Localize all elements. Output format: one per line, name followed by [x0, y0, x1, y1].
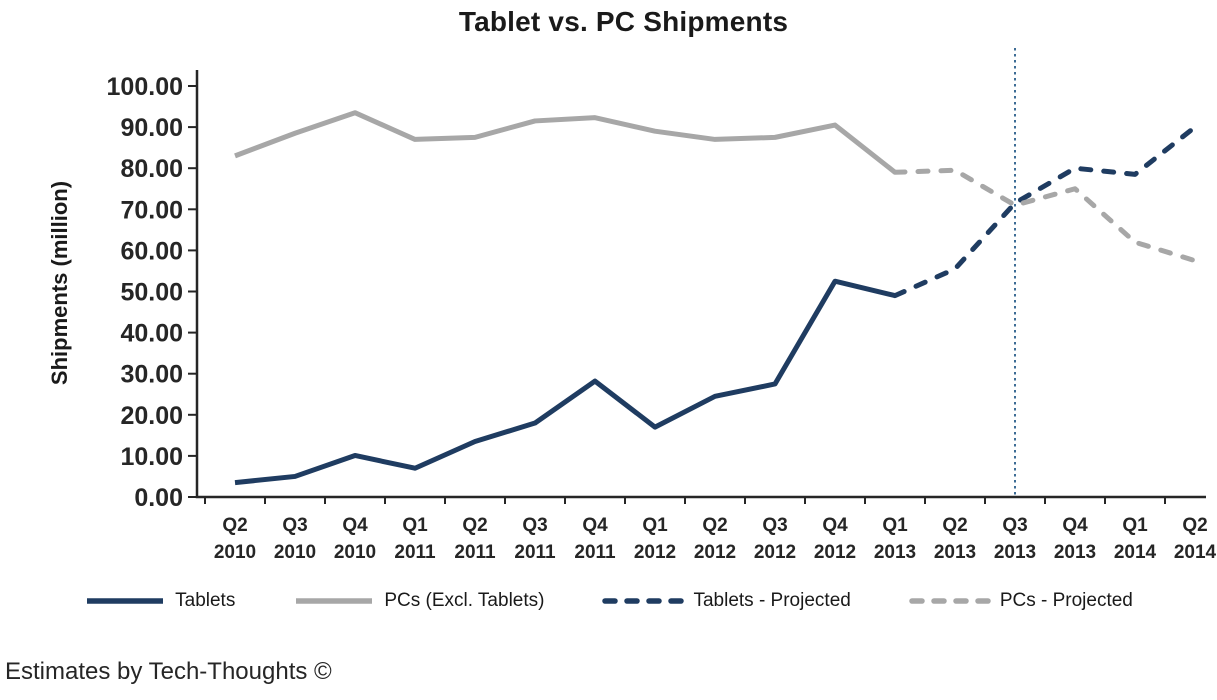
source-note: Estimates by Tech-Thoughts © — [5, 658, 332, 685]
x-tick-label-quarter: Q2 — [462, 515, 487, 536]
x-tick-label-quarter: Q2 — [702, 515, 727, 536]
x-tick-label-year: 2014 — [1174, 542, 1217, 563]
legend-item-tablets: Tablets — [84, 590, 235, 612]
y-tick-label: 70.00 — [120, 196, 183, 224]
series-line-tablets — [234, 278, 896, 486]
x-tick-label-year: 2011 — [574, 542, 616, 563]
x-tick-label-year: 2012 — [634, 542, 676, 563]
legend: Tablets PCs (Excl. Tablets) Tablets - Proj… — [0, 590, 1217, 612]
legend-solid-line-swatch — [296, 598, 373, 604]
y-tick-label: 100.00 — [107, 73, 183, 101]
legend-dashed-line-swatch — [909, 598, 991, 604]
x-tick-label-year: 2011 — [454, 542, 496, 563]
x-tick-label-quarter: Q3 — [1002, 515, 1027, 536]
x-tick-label-quarter: Q2 — [222, 515, 247, 536]
x-tick-label-quarter: Q1 — [402, 515, 428, 536]
x-tick-label-quarter: Q3 — [522, 515, 547, 536]
legend-label: PCs - Projected — [999, 590, 1133, 611]
legend-dashed-line-swatch — [602, 598, 685, 604]
x-tick-label-year: 2013 — [994, 542, 1036, 563]
x-tick-label-year: 2012 — [814, 542, 856, 563]
y-tick-label: 60.00 — [120, 237, 183, 265]
legend-item-tablets-projected: Tablets - Projected — [602, 590, 851, 612]
x-tick-label-quarter: Q4 — [342, 515, 368, 536]
x-tick-label-quarter: Q4 — [582, 515, 608, 536]
series-line-pcs-excl-tablets — [234, 110, 897, 175]
legend-label: Tablets — [175, 590, 236, 611]
y-tick-label: 50.00 — [120, 279, 183, 307]
legend-item-pcs-projected: PCs - Projected — [909, 590, 1133, 612]
x-tick-label-year: 2013 — [934, 542, 976, 563]
y-tick-label: 90.00 — [120, 114, 183, 142]
x-tick-label-quarter: Q1 — [1122, 515, 1148, 536]
axis-lines — [195, 70, 1206, 499]
legend-item-pcs-excl-tablets: PCs (Excl. Tablets) — [293, 590, 544, 612]
y-tick-label: 20.00 — [120, 402, 183, 430]
series-line-pcs-projected — [892, 167, 1198, 264]
y-tick-label: 30.00 — [120, 361, 183, 389]
x-tick-label-quarter: Q2 — [1182, 515, 1207, 536]
x-tick-label-year: 2014 — [1114, 542, 1157, 563]
x-tick-label-quarter: Q4 — [822, 515, 848, 536]
x-tick-label-year: 2010 — [274, 542, 316, 563]
legend-label: PCs (Excl. Tablets) — [384, 590, 545, 611]
x-tick-label-quarter: Q3 — [762, 515, 787, 536]
x-tick-label-quarter: Q2 — [942, 515, 967, 536]
x-tick-label-year: 2010 — [214, 542, 256, 563]
y-tick-label: 0.00 — [134, 484, 183, 512]
x-tick-label-year: 2013 — [1054, 542, 1096, 563]
series-line-tablets-projected — [892, 124, 1198, 299]
x-tick-label-quarter: Q1 — [642, 515, 668, 536]
x-tick-label-year: 2011 — [514, 542, 556, 563]
x-tick-label-year: 2010 — [334, 542, 376, 563]
x-tick-label-quarter: Q3 — [282, 515, 307, 536]
x-tick-label-year: 2011 — [394, 542, 436, 563]
chart-title: Tablet vs. PC Shipments — [458, 6, 789, 37]
x-tick-label-year: 2013 — [874, 542, 916, 563]
x-tick-label-quarter: Q4 — [1062, 515, 1088, 536]
x-tick-label-year: 2012 — [754, 542, 796, 563]
y-tick-label: 10.00 — [120, 443, 183, 471]
legend-solid-line-swatch — [87, 598, 164, 604]
legend-label: Tablets - Projected — [693, 590, 851, 611]
y-tick-label: 80.00 — [120, 155, 183, 183]
y-tick-label: 40.00 — [120, 320, 183, 348]
x-tick-label-year: 2012 — [694, 542, 736, 563]
x-tick-label-quarter: Q1 — [882, 515, 908, 536]
